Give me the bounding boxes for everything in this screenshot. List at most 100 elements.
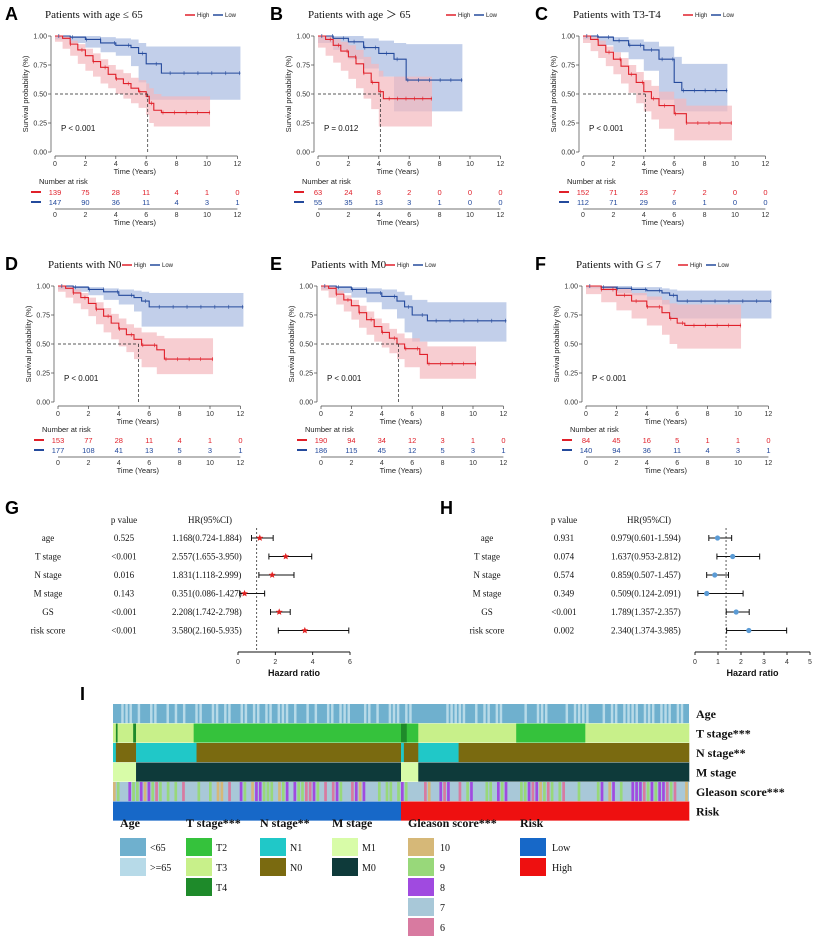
risk-low-count: 140 — [580, 446, 593, 455]
age-cell — [285, 704, 289, 724]
x-tick-label: 0 — [319, 411, 323, 418]
age-cell — [294, 704, 297, 724]
age-cell — [582, 704, 585, 724]
gleason-cell — [297, 782, 301, 802]
gleason-cell — [351, 782, 354, 802]
legend-swatch — [408, 898, 434, 916]
gleason-cell — [543, 782, 546, 802]
risk-high-count: 0 — [766, 436, 770, 445]
risk-low-count: 12 — [408, 446, 416, 455]
gleason-cell — [308, 782, 312, 802]
y-tick-label: 1.00 — [299, 284, 313, 291]
age-cell — [487, 704, 490, 724]
risk-x-tick-label: 12 — [234, 212, 242, 219]
low-ci-band — [55, 36, 241, 100]
col-header-pvalue: p value — [111, 515, 137, 525]
gleason-cell — [159, 782, 162, 802]
risk-low-count: 3 — [205, 198, 209, 207]
risk-high-count: 71 — [609, 188, 617, 197]
row-pvalue: <0.001 — [111, 607, 136, 617]
legend-swatch — [120, 858, 146, 876]
risk-low-count: 0 — [498, 198, 502, 207]
hr-marker — [714, 535, 721, 541]
age-cell — [269, 704, 272, 724]
x-axis-label: Time (Years) — [380, 417, 423, 426]
risk-x-tick-label: 4 — [377, 212, 381, 219]
gleason-cell — [316, 782, 320, 802]
legend-swatch — [520, 838, 546, 856]
gleason-cell — [504, 782, 508, 802]
risk-high-count: 4 — [178, 436, 182, 445]
risk-x-axis-label: Time (Years) — [645, 466, 688, 475]
gleason-cell — [612, 782, 615, 802]
high-survival-line — [318, 35, 432, 100]
gleason-cell — [255, 782, 258, 802]
risk-low-count: 1 — [766, 446, 770, 455]
x-tick-label: 8 — [175, 161, 179, 168]
gleason-cell — [258, 782, 262, 802]
risk-low-count: 108 — [82, 446, 95, 455]
legend-item-label: 7 — [440, 903, 445, 914]
risk-low-count: 186 — [315, 446, 328, 455]
risk-high-count: 1 — [208, 436, 212, 445]
heatmap-panel-I: I Age T stage*** N stage** M stage Gleason sc… — [80, 684, 785, 936]
p-value: P = 0.012 — [324, 124, 359, 133]
x-tick-label: 1 — [716, 659, 720, 666]
age-cell — [664, 704, 667, 724]
legend-swatch — [260, 838, 286, 856]
x-tick-label: 4 — [645, 411, 649, 418]
risk-x-tick-label: 8 — [703, 212, 707, 219]
row-pvalue: 0.074 — [554, 552, 575, 562]
km-panel-A: A Patients with age ≤ 65 High Low 0.00 0.25 0.… — [5, 4, 241, 227]
legend-low-label: Low — [225, 13, 237, 19]
legend-item-label: T4 — [216, 883, 227, 894]
high-survival-line — [583, 35, 732, 124]
row-hr-text: 1.831(1.118-2.999) — [172, 570, 241, 580]
y-axis-label: Survival probability (%) — [24, 305, 33, 382]
row-hr-text: 3.580(2.160-5.935) — [172, 626, 242, 636]
panel-label: E — [270, 254, 282, 274]
forest-panel-G: Gp value HR(95%CI) age 0.525 1.168(0.724-1.8… — [5, 498, 352, 678]
risk-x-tick-label: 6 — [672, 212, 676, 219]
x-tick-label: 6 — [147, 411, 151, 418]
x-tick-label: 4 — [785, 659, 789, 666]
legend-high-label: High — [690, 263, 702, 269]
gleason-cell — [639, 782, 642, 802]
risk-x-tick-label: 0 — [53, 212, 57, 219]
gleason-cell — [550, 782, 554, 802]
age-cell — [450, 704, 453, 724]
age-cell — [252, 704, 256, 724]
x-tick-label: 4 — [377, 161, 381, 168]
km-panel-C: C Patients with T3-T4 High Low 0.00 0.25 0.50 0… — [535, 4, 769, 227]
age-cell — [651, 704, 655, 724]
low-survival-line — [55, 35, 241, 74]
gleason-cell — [228, 782, 231, 802]
y-tick-label: 1.00 — [564, 284, 578, 291]
gleason-cell — [147, 782, 151, 802]
high-ci-band — [318, 36, 432, 127]
gleason-cell — [497, 782, 500, 802]
gleason-cell — [362, 782, 366, 802]
risk-x-axis-label: Time (Years) — [114, 218, 157, 227]
gleason-cell — [116, 782, 120, 802]
p-value: P < 0.001 — [61, 124, 96, 133]
gleason-cell — [216, 782, 220, 802]
age-cell — [339, 704, 342, 724]
gleason-cell — [331, 782, 335, 802]
gleason-cell — [662, 782, 665, 802]
risk-table-title: Number at risk — [39, 177, 88, 186]
panel-label: C — [535, 4, 548, 24]
x-tick-label: 2 — [349, 411, 353, 418]
row-label: Gleason score*** — [696, 785, 785, 799]
row-pvalue: <0.001 — [551, 607, 576, 617]
row-label: T stage — [474, 552, 500, 562]
forest-panel-H: Hp value HR(95%CI) age 0.931 0.979(0.601-1.5… — [440, 498, 812, 678]
age-cell — [244, 704, 248, 724]
risk-table-title: Number at risk — [302, 177, 351, 186]
age-cell — [573, 704, 577, 724]
hr-marker — [704, 590, 710, 597]
risk-low-count: 13 — [375, 198, 383, 207]
age-cell — [331, 704, 334, 724]
gleason-cell — [209, 782, 212, 802]
